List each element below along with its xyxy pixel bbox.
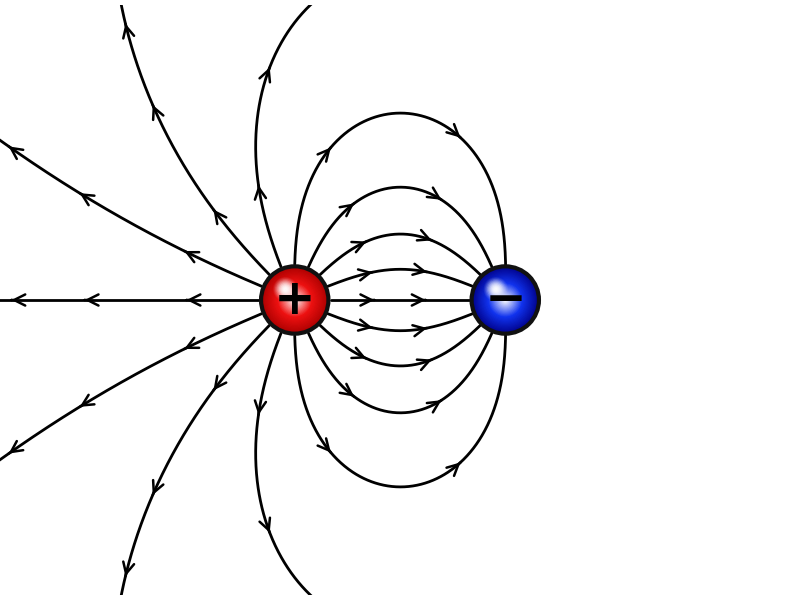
Circle shape	[270, 275, 319, 325]
Circle shape	[484, 278, 526, 322]
Circle shape	[493, 287, 518, 313]
Circle shape	[282, 286, 289, 293]
Circle shape	[276, 280, 294, 298]
Circle shape	[474, 269, 537, 331]
Circle shape	[289, 295, 300, 305]
Circle shape	[268, 273, 322, 327]
Circle shape	[263, 269, 326, 331]
Circle shape	[279, 283, 292, 296]
Circle shape	[479, 274, 531, 326]
Circle shape	[275, 279, 295, 299]
Circle shape	[274, 278, 316, 322]
Circle shape	[293, 298, 297, 302]
Circle shape	[262, 268, 327, 332]
Circle shape	[503, 298, 507, 302]
Circle shape	[498, 292, 513, 308]
Circle shape	[483, 278, 528, 322]
Circle shape	[290, 296, 299, 304]
Circle shape	[494, 288, 497, 290]
Text: −: −	[484, 276, 526, 324]
Circle shape	[487, 280, 505, 298]
Circle shape	[487, 282, 523, 318]
Circle shape	[492, 286, 500, 293]
Circle shape	[274, 278, 297, 301]
Circle shape	[490, 283, 502, 296]
Circle shape	[496, 291, 514, 309]
Circle shape	[502, 296, 509, 304]
Circle shape	[271, 277, 318, 323]
Circle shape	[285, 290, 305, 310]
Circle shape	[486, 281, 524, 319]
Circle shape	[261, 266, 329, 334]
Circle shape	[269, 274, 321, 326]
Circle shape	[490, 284, 521, 316]
Circle shape	[485, 280, 526, 320]
Circle shape	[272, 278, 317, 322]
Circle shape	[287, 292, 302, 308]
Circle shape	[488, 281, 503, 297]
Circle shape	[501, 296, 510, 304]
Circle shape	[495, 290, 515, 310]
Circle shape	[291, 296, 298, 304]
Circle shape	[280, 286, 310, 314]
Circle shape	[478, 273, 532, 327]
Circle shape	[282, 287, 288, 292]
Circle shape	[486, 279, 506, 299]
Circle shape	[494, 289, 517, 311]
Circle shape	[282, 287, 307, 313]
Circle shape	[286, 291, 304, 309]
Circle shape	[481, 275, 530, 325]
Circle shape	[288, 293, 302, 307]
Circle shape	[482, 277, 529, 323]
Circle shape	[294, 299, 296, 301]
Circle shape	[484, 278, 507, 301]
Circle shape	[282, 287, 308, 313]
Circle shape	[277, 282, 313, 318]
Circle shape	[278, 281, 293, 297]
Circle shape	[490, 286, 520, 314]
Circle shape	[477, 272, 534, 328]
Circle shape	[494, 287, 498, 292]
Circle shape	[276, 281, 314, 319]
Circle shape	[504, 299, 506, 301]
Circle shape	[492, 287, 518, 313]
Circle shape	[274, 280, 315, 320]
Circle shape	[498, 293, 512, 307]
Text: +: +	[274, 276, 316, 324]
Circle shape	[266, 272, 323, 328]
Circle shape	[266, 271, 324, 329]
Circle shape	[475, 269, 535, 331]
Circle shape	[489, 283, 522, 317]
Circle shape	[280, 284, 290, 295]
Circle shape	[490, 284, 501, 295]
Circle shape	[265, 269, 325, 331]
Circle shape	[279, 284, 310, 316]
Circle shape	[471, 266, 539, 334]
Circle shape	[473, 268, 538, 332]
Circle shape	[476, 271, 534, 329]
Circle shape	[284, 288, 286, 290]
Circle shape	[278, 283, 311, 317]
Circle shape	[283, 289, 306, 311]
Circle shape	[500, 295, 511, 305]
